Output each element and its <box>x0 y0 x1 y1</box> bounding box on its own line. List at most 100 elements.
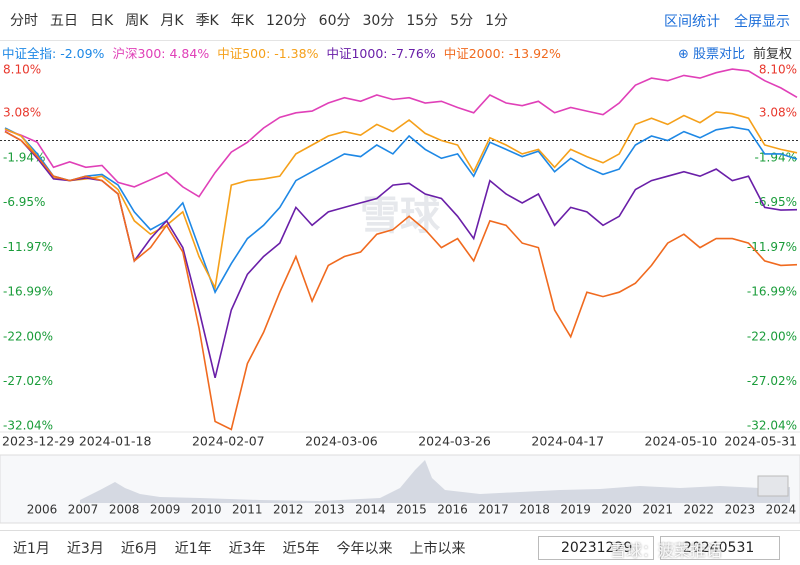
range-button[interactable]: 近1年 <box>174 541 212 557</box>
period-tab[interactable]: 日K <box>90 13 114 29</box>
compare-button[interactable]: ⊕ 股票对比 <box>677 47 745 62</box>
series-line <box>4 130 798 378</box>
y-tick-label-right: -32.04% <box>747 419 797 433</box>
year-label: 2018 <box>519 503 550 517</box>
legend-separator: : <box>52 46 61 61</box>
compare-bar: ⊕ 股票对比 前复权 <box>678 43 792 62</box>
series-line <box>4 130 798 431</box>
overview-handle[interactable] <box>757 475 789 497</box>
footer-watermark: 雪球：菠菜推语 <box>610 541 723 560</box>
range-button[interactable]: 近1月 <box>13 541 50 557</box>
legend-name: 沪深300 <box>112 46 162 61</box>
legend-separator: : <box>383 46 392 61</box>
legend-name: 中证1000 <box>326 46 384 61</box>
actions: 区间统计 全屏显示 <box>664 11 790 31</box>
legend-value: -13.92% <box>508 46 561 61</box>
year-label: 2017 <box>478 503 509 517</box>
y-tick-label-right: -11.97% <box>747 240 797 254</box>
year-label: 2021 <box>642 503 673 517</box>
legend-value: -7.76% <box>391 46 436 61</box>
legend-separator: : <box>161 46 170 61</box>
period-tab[interactable]: 周K <box>125 13 149 29</box>
period-tab[interactable]: 1分 <box>485 13 508 29</box>
action-link[interactable]: 全屏显示 <box>734 14 790 30</box>
legend-name: 中证500 <box>217 46 267 61</box>
y-tick-label: 3.08% <box>3 106 41 120</box>
range-button[interactable]: 近6月 <box>120 541 158 557</box>
y-tick-label: -22.00% <box>3 329 53 343</box>
y-tick-label-right: -16.99% <box>747 285 797 299</box>
range-button[interactable]: 近3年 <box>228 541 266 557</box>
compare-label[interactable]: 股票对比 <box>692 47 745 62</box>
overview-area <box>80 460 790 503</box>
year-label: 2006 <box>27 503 58 517</box>
y-tick-label-right: 3.08% <box>759 106 797 120</box>
year-label: 2019 <box>560 503 591 517</box>
y-tick-label: -27.02% <box>3 374 53 388</box>
period-tab[interactable]: 60分 <box>318 13 351 29</box>
legend-name: 中证2000 <box>443 46 501 61</box>
x-tick-label: 2024-05-10 <box>645 434 718 449</box>
year-label: 2013 <box>314 503 345 517</box>
period-tab[interactable]: 分时 <box>10 13 38 29</box>
period-bar: 区间统计 全屏显示 分时 五日 日K 周K 月K 季K 年K 120分 60分 30分 15分 5分 1分 <box>0 0 800 41</box>
adjust-button[interactable]: 前复权 <box>752 47 792 62</box>
x-tick-label: 2024-02-07 <box>192 434 265 449</box>
legend-separator: : <box>266 46 275 61</box>
legend-item[interactable]: 中证2000: -13.92% <box>444 43 561 62</box>
series-line <box>4 126 798 295</box>
year-label: 2011 <box>232 503 263 517</box>
period-tab[interactable]: 5分 <box>450 13 474 29</box>
y-tick-label-right: -22.00% <box>747 329 797 343</box>
y-tick-label-right: -27.02% <box>747 374 797 388</box>
legend-value: -2.09% <box>60 46 105 61</box>
x-tick-label: 2024-03-26 <box>418 434 491 449</box>
legend-item[interactable]: 中证全指: -2.09% <box>2 43 104 62</box>
legend-item[interactable]: 中证1000: -7.76% <box>326 43 435 62</box>
legend-value: 4.84% <box>169 46 210 61</box>
series-line <box>4 111 798 291</box>
year-label: 2012 <box>273 503 304 517</box>
y-tick-label: -6.95% <box>3 195 45 209</box>
period-tab[interactable]: 120分 <box>265 13 307 29</box>
year-label: 2010 <box>191 503 222 517</box>
year-label: 2024 <box>766 503 797 517</box>
year-label: 2023 <box>725 503 756 517</box>
year-label: 2020 <box>601 503 632 517</box>
year-label: 2022 <box>684 503 715 517</box>
range-button[interactable]: 近5年 <box>282 541 320 557</box>
year-label: 2009 <box>150 503 181 517</box>
legend-separator: : <box>500 46 509 61</box>
range-button[interactable]: 上市以来 <box>409 541 466 557</box>
period-tab[interactable]: 15分 <box>406 13 439 29</box>
period-tab[interactable]: 五日 <box>50 13 78 29</box>
y-tick-label: -32.04% <box>3 419 53 433</box>
chart: 雪球8.10% 8.10%3.08% 3.08%-1.94% -1.94%-6.95%… <box>0 63 800 524</box>
y-tick-label: 8.10% <box>3 63 41 77</box>
start-date[interactable]: 20231229 <box>538 536 654 560</box>
end-date[interactable]: 20240531 <box>660 536 780 560</box>
range-button[interactable]: 近3月 <box>66 541 104 557</box>
y-tick-label-right: 8.10% <box>759 63 797 77</box>
legend-value: -1.38% <box>274 46 319 61</box>
period-tab[interactable]: 年K <box>230 13 254 29</box>
year-label: 2015 <box>396 503 427 517</box>
range-button[interactable]: 今年以来 <box>336 541 393 557</box>
legend-item[interactable]: 沪深300: 4.84% <box>112 43 209 62</box>
x-tick-label: 2024-04-17 <box>531 434 604 449</box>
action-link[interactable]: 区间统计 <box>664 14 720 30</box>
year-label: 2014 <box>355 503 386 517</box>
x-tick-label: 2024-01-18 <box>79 434 152 449</box>
year-label: 2008 <box>109 503 140 517</box>
legend-name: 中证全指 <box>2 46 53 61</box>
legend: 中证全指: -2.09% 沪深300: 4.84% 中证500: -1.38% 中证1… <box>2 43 561 62</box>
period-tab[interactable]: 季K <box>195 13 219 29</box>
period-tab[interactable]: 月K <box>160 13 184 29</box>
year-label: 2007 <box>68 503 99 517</box>
x-tick-label: 2023-12-29 <box>2 434 75 449</box>
legend-item[interactable]: 中证500: -1.38% <box>217 43 318 62</box>
series-line <box>4 68 798 198</box>
period-tab[interactable]: 30分 <box>362 13 395 29</box>
y-tick-label: -11.97% <box>3 240 53 254</box>
